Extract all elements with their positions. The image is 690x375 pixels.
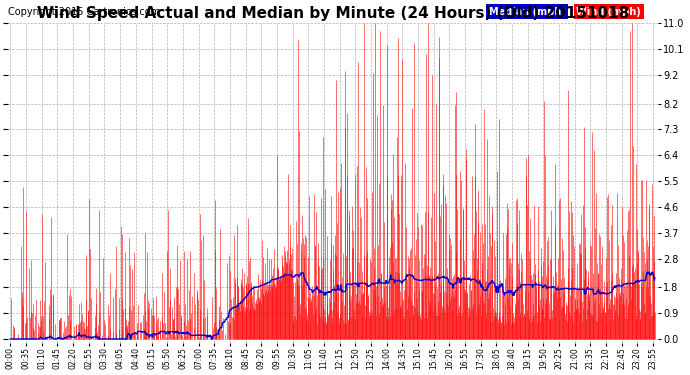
Text: Wind (mph): Wind (mph) [576,7,641,17]
Title: Wind Speed Actual and Median by Minute (24 Hours) (Old) 20151018: Wind Speed Actual and Median by Minute (… [37,6,629,21]
Text: Copyright 2015 Cartronics.com: Copyright 2015 Cartronics.com [8,7,160,17]
Text: Median (mph): Median (mph) [489,7,565,17]
